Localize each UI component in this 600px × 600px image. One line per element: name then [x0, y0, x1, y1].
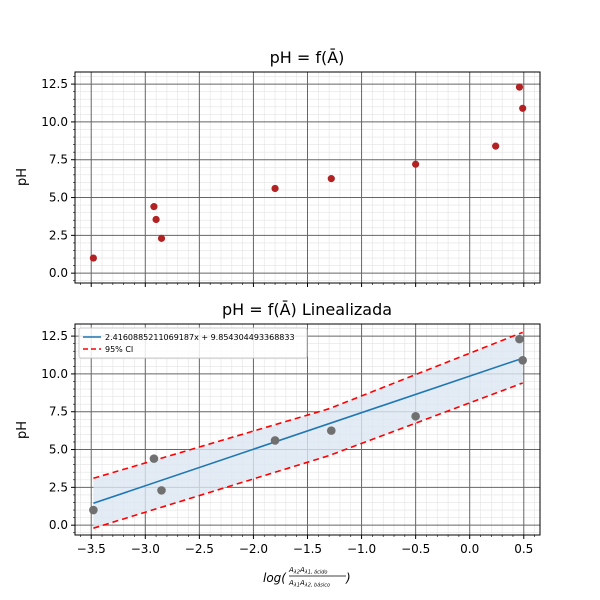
top-points — [89, 83, 527, 262]
x-tick-label: −1.5 — [293, 542, 322, 556]
top-chart-title: pH = f(Ā) — [270, 48, 345, 67]
bottom-points — [89, 334, 527, 515]
data-point — [327, 175, 335, 183]
y-tick-label: 0.0 — [49, 266, 68, 280]
x-tick-label: −0.5 — [401, 542, 430, 556]
legend: 2.4160885211069187x + 9.854304493368833 … — [78, 327, 308, 359]
y-tick-label: 2.5 — [49, 480, 68, 494]
y-tick-label: 7.5 — [49, 405, 68, 419]
data-point — [270, 436, 280, 445]
bottom-x-axis-label: log( Aλ2Aλ1, ácido Aλ1Aλ2, básico ) — [263, 566, 351, 589]
data-point — [411, 411, 420, 421]
data-point — [515, 334, 524, 344]
x-tick-label: −2.5 — [185, 542, 214, 556]
y-tick-label: 12.5 — [41, 77, 68, 91]
legend-fit-label: 2.4160885211069187x + 9.854304493368833 — [105, 333, 295, 342]
y-tick-label: 5.0 — [49, 443, 68, 457]
data-point — [150, 203, 158, 211]
data-point — [515, 83, 524, 91]
data-point — [519, 104, 527, 112]
fit-line-layer — [93, 357, 523, 505]
y-tick-label: 10.0 — [41, 367, 68, 381]
y-tick-label: 0.0 — [49, 518, 68, 532]
y-tick-label: 2.5 — [49, 228, 68, 242]
x-tick-label: −3.0 — [131, 542, 160, 556]
data-point — [157, 486, 166, 495]
top-major-grid — [75, 72, 540, 283]
data-point — [89, 254, 97, 262]
fit-line — [93, 357, 523, 505]
y-tick-label: 5.0 — [49, 191, 68, 205]
top-y-axis-label: pH — [15, 168, 30, 186]
data-point — [271, 184, 279, 193]
data-point — [492, 142, 500, 150]
legend-box — [78, 327, 308, 359]
top-x-axis — [80, 283, 535, 287]
data-point — [412, 160, 420, 168]
data-point — [157, 234, 166, 242]
bottom-chart: 0.0 2.5 5.0 7.5 10.0 12.5 −3.5 −3.0 −2.5 −2.0 −1.… — [15, 300, 541, 589]
x-tick-label: −1.0 — [347, 542, 376, 556]
ci-upper-line — [93, 331, 523, 480]
data-point — [149, 454, 159, 463]
ci-lower-line — [93, 382, 523, 529]
x-label-numerator: Aλ2Aλ1, ácido — [288, 566, 328, 576]
data-point — [326, 426, 336, 435]
ci-lines — [93, 331, 523, 529]
data-point — [518, 356, 527, 365]
x-label-log: log( — [263, 571, 287, 585]
y-tick-label: 12.5 — [41, 329, 68, 343]
x-label-close-paren: ) — [345, 571, 351, 585]
x-label-denominator: Aλ1Aλ2, básico — [288, 579, 330, 589]
y-tick-label: 10.0 — [41, 115, 68, 129]
x-tick-label: 0.5 — [514, 542, 533, 556]
x-tick-label: −3.5 — [77, 542, 106, 556]
data-point — [152, 215, 160, 224]
top-chart: 0.0 2.5 5.0 7.5 10.0 12.5 pH = f(Ā) pH — [15, 48, 541, 287]
bottom-x-axis: −3.5 −3.0 −2.5 −2.0 −1.5 −1.0 −0.5 0.0 0.5 — [77, 535, 535, 556]
bottom-y-axis-label: pH — [15, 421, 30, 439]
x-tick-label: −2.0 — [239, 542, 268, 556]
bottom-y-axis: 0.0 2.5 5.0 7.5 10.0 12.5 — [41, 328, 75, 534]
data-point — [89, 505, 98, 515]
y-tick-label: 7.5 — [49, 153, 68, 167]
legend-ci-label: 95% CI — [105, 345, 133, 354]
top-y-axis: 0.0 2.5 5.0 7.5 10.0 12.5 — [41, 76, 75, 282]
x-tick-label: 0.0 — [460, 542, 479, 556]
bottom-chart-title: pH = f(Ā) Linealizada — [222, 300, 392, 319]
